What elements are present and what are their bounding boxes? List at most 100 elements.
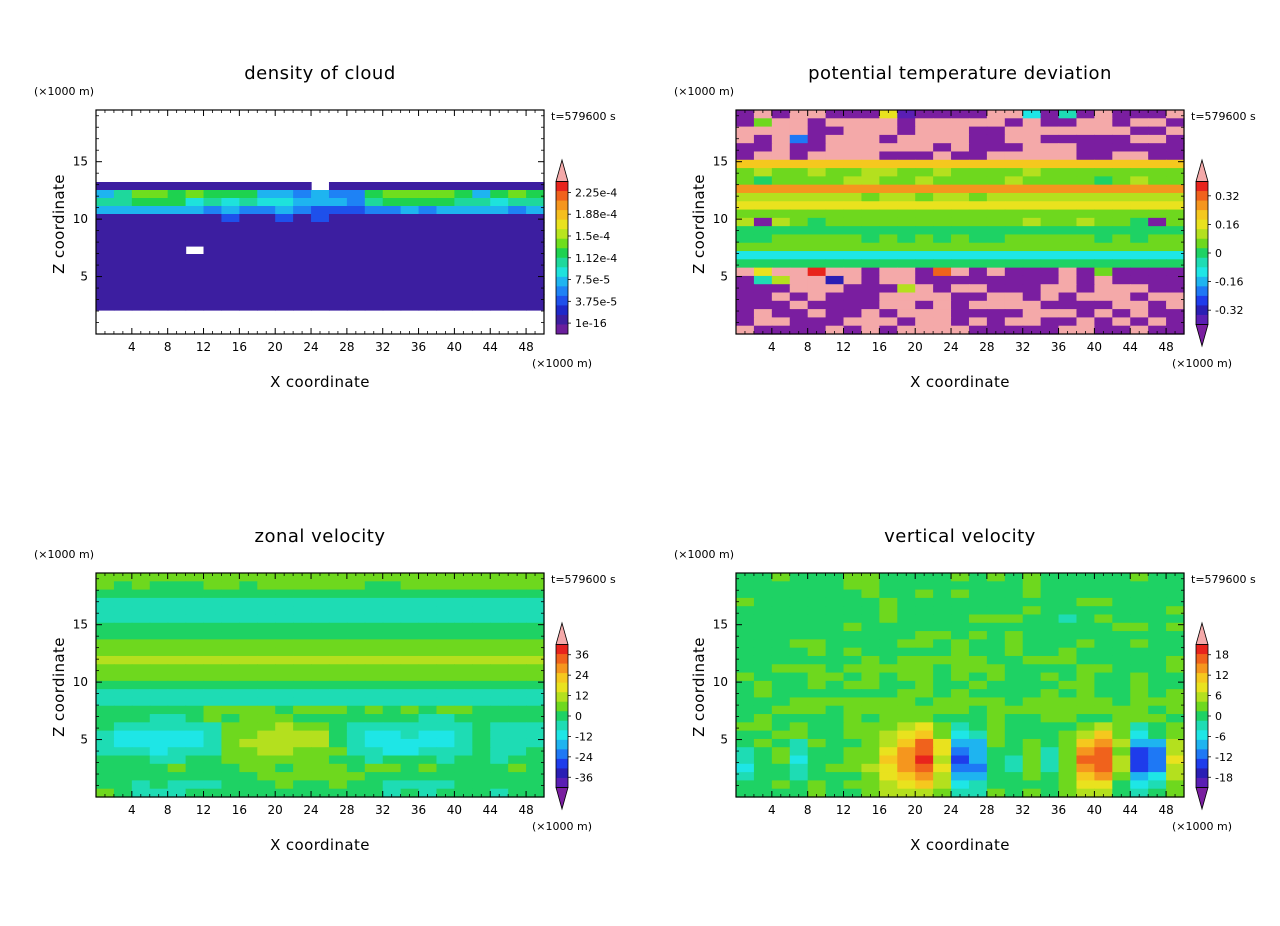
heatmap-cell bbox=[239, 190, 258, 199]
heatmap-cell bbox=[951, 763, 970, 773]
heatmap-cell bbox=[1094, 672, 1113, 682]
heatmap-cell bbox=[508, 639, 527, 649]
heatmap-cell bbox=[275, 294, 294, 303]
heatmap-cell bbox=[418, 230, 438, 239]
heatmap-cell bbox=[436, 689, 455, 699]
heatmap-cell bbox=[807, 680, 827, 690]
heatmap-cell bbox=[96, 254, 115, 263]
heatmap-cell bbox=[346, 302, 366, 311]
heatmap-cell bbox=[454, 780, 473, 790]
heatmap-cell bbox=[275, 714, 294, 723]
heatmap-cell bbox=[771, 664, 791, 674]
heatmap-cell bbox=[221, 714, 240, 723]
heatmap-cell bbox=[1040, 134, 1060, 144]
heatmap-cell bbox=[436, 581, 455, 591]
heatmap-cell bbox=[771, 267, 791, 277]
heatmap-cell bbox=[861, 689, 880, 699]
x-tick-label: 20 bbox=[908, 340, 923, 354]
heatmap-cell bbox=[311, 763, 330, 773]
heatmap-cell bbox=[789, 242, 809, 252]
heatmap-cell bbox=[861, 639, 880, 649]
heatmap-cell bbox=[149, 222, 169, 231]
heatmap-cell bbox=[879, 317, 898, 327]
heatmap-cell bbox=[753, 325, 773, 335]
heatmap-cell bbox=[1076, 714, 1095, 723]
heatmap-cell bbox=[736, 589, 755, 599]
heatmap-cell bbox=[736, 763, 755, 773]
heatmap-cell bbox=[951, 597, 970, 607]
heatmap-cell bbox=[736, 226, 755, 236]
heatmap-cell bbox=[771, 309, 791, 319]
heatmap-cell bbox=[843, 697, 863, 707]
colorbar-segment bbox=[556, 711, 568, 722]
heatmap-cell bbox=[1112, 251, 1131, 260]
heatmap-cell bbox=[1112, 259, 1131, 269]
heatmap-cell bbox=[328, 672, 348, 682]
heatmap-cell bbox=[221, 722, 240, 732]
heatmap-cell bbox=[825, 573, 845, 582]
heatmap-cell bbox=[113, 230, 133, 239]
heatmap-cell bbox=[1094, 622, 1113, 632]
heatmap-cell bbox=[736, 275, 755, 285]
heatmap-cell bbox=[185, 606, 205, 616]
heatmap-cell bbox=[454, 190, 473, 199]
heatmap-cell bbox=[96, 722, 115, 732]
heatmap-cell bbox=[185, 589, 205, 599]
heatmap-cell bbox=[968, 672, 988, 682]
x-unit-label: (×1000 m) bbox=[1172, 357, 1232, 370]
heatmap-cell bbox=[771, 292, 791, 302]
heatmap-cell bbox=[167, 254, 187, 263]
heatmap-cell bbox=[400, 680, 420, 690]
heatmap-cell bbox=[472, 755, 491, 765]
heatmap-cell bbox=[825, 176, 845, 186]
heatmap-cell bbox=[346, 747, 366, 757]
heatmap-cell bbox=[1040, 581, 1060, 591]
heatmap-cell bbox=[1166, 259, 1185, 269]
heatmap-cell bbox=[526, 639, 545, 649]
heatmap-cell bbox=[185, 763, 205, 773]
heatmap-cell bbox=[293, 182, 312, 191]
heatmap-cell bbox=[346, 589, 366, 599]
heatmap-cell bbox=[508, 597, 527, 607]
heatmap-cell bbox=[436, 206, 455, 215]
colorbar-tick-label: 7.5e-5 bbox=[575, 274, 610, 287]
colorbar-segment bbox=[556, 749, 568, 760]
heatmap-cell bbox=[789, 251, 809, 260]
heatmap-cell bbox=[1058, 300, 1078, 310]
heatmap-cell bbox=[454, 697, 473, 707]
heatmap-cell bbox=[897, 275, 916, 285]
heatmap-cell bbox=[454, 597, 473, 607]
heatmap-cell bbox=[771, 755, 791, 765]
heatmap-cell bbox=[328, 631, 348, 640]
heatmap-cell bbox=[1058, 118, 1078, 128]
heatmap-cell bbox=[113, 294, 133, 303]
heatmap-cell bbox=[239, 780, 258, 790]
colorbar-segment bbox=[1196, 276, 1208, 287]
heatmap-cell bbox=[807, 714, 827, 723]
heatmap-cell bbox=[418, 573, 438, 582]
heatmap-cell bbox=[1130, 259, 1149, 269]
heatmap-cell bbox=[418, 747, 438, 757]
heatmap-cell bbox=[346, 606, 366, 616]
heatmap-cell bbox=[149, 286, 169, 295]
heatmap-cell bbox=[1166, 655, 1185, 665]
heatmap-cell bbox=[364, 270, 384, 279]
heatmap-cell bbox=[96, 270, 115, 279]
heatmap-cell bbox=[239, 763, 258, 773]
heatmap-cell bbox=[986, 309, 1006, 319]
heatmap-cell bbox=[951, 705, 970, 715]
heatmap-cell bbox=[1166, 151, 1185, 161]
heatmap-cell bbox=[382, 631, 402, 640]
heatmap-cell bbox=[418, 730, 438, 740]
heatmap-cell bbox=[879, 259, 898, 269]
heatmap-cell bbox=[508, 294, 527, 303]
heatmap-cell bbox=[185, 294, 205, 303]
heatmap-cell bbox=[789, 192, 809, 202]
heatmap-cell bbox=[1094, 151, 1113, 161]
heatmap-cell bbox=[843, 209, 863, 219]
heatmap-cell bbox=[328, 206, 348, 215]
heatmap-cell bbox=[472, 198, 491, 207]
heatmap-cell bbox=[736, 284, 755, 294]
heatmap-cell bbox=[1130, 251, 1149, 260]
heatmap-cell bbox=[275, 788, 294, 798]
